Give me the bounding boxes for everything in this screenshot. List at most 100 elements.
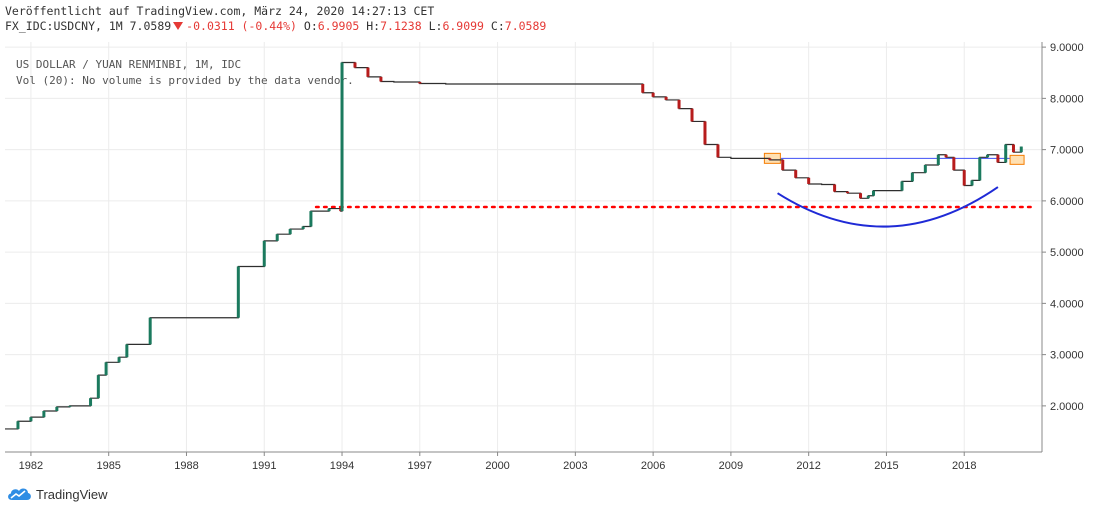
y-tick-label: 6.0000 <box>1050 196 1084 208</box>
up-candle <box>55 406 59 411</box>
y-tick-label: 4.0000 <box>1050 298 1084 310</box>
down-candle <box>859 193 863 199</box>
up-candle <box>275 234 279 241</box>
footer-brand-label: TradingView <box>36 486 108 502</box>
symbol-label: FX_IDC:USDCNY, 1M 7.0589 <box>5 19 172 33</box>
up-candle <box>866 195 870 199</box>
close-label: C: <box>490 19 505 33</box>
x-tick-label: 2018 <box>952 460 976 472</box>
x-tick-label: 1994 <box>330 460 354 472</box>
up-candle <box>29 417 33 422</box>
chart-legend-volume: Vol (20): No volume is provided by the d… <box>16 74 354 87</box>
up-candle <box>89 398 93 406</box>
x-tick-label: 2006 <box>641 460 665 472</box>
down-candle <box>794 170 798 178</box>
up-candle <box>42 411 46 418</box>
x-tick-label: 2012 <box>796 460 820 472</box>
quote-line: FX_IDC:USDCNY, 1M 7.0589 -0.0311 (-0.44%)… <box>5 19 546 34</box>
down-candle <box>651 92 655 97</box>
x-tick-label: 2003 <box>563 460 587 472</box>
up-candle <box>262 240 266 267</box>
price-series <box>5 61 1023 430</box>
time-axis[interactable]: 1982 1985 1988 1991 1994 1997 2000 2003 2006 2009… <box>19 452 977 472</box>
up-candle <box>978 157 982 181</box>
down-candle <box>641 84 645 93</box>
price-chart[interactable]: 2.0000 3.0000 4.0000 5.0000 6.0000 7.0000 8.00… <box>0 0 1100 480</box>
up-candle <box>16 421 20 429</box>
open-value: 6.9905 <box>317 19 360 33</box>
down-candle <box>664 96 668 100</box>
down-candle <box>716 144 720 158</box>
line-handle-right <box>1009 154 1025 165</box>
x-tick-label: 1988 <box>174 460 198 472</box>
up-candle <box>871 190 875 196</box>
up-candle <box>970 180 974 186</box>
down-candle <box>781 159 785 171</box>
y-tick-label: 7.0000 <box>1050 145 1084 157</box>
up-candle <box>288 229 292 235</box>
down-candle <box>677 99 681 109</box>
x-tick-label: 1991 <box>252 460 276 472</box>
up-candle <box>104 362 108 376</box>
up-candle <box>327 208 331 212</box>
down-candle <box>690 108 694 122</box>
down-arrow-icon <box>173 22 184 30</box>
price-axis[interactable]: 2.0000 3.0000 4.0000 5.0000 6.0000 7.0000 8.00… <box>1042 42 1084 413</box>
footer-brand[interactable]: TradingView <box>6 486 108 502</box>
up-candle <box>117 357 121 363</box>
y-tick-label: 5.0000 <box>1050 247 1084 259</box>
up-candle <box>96 375 100 399</box>
y-tick-label: 3.0000 <box>1050 350 1084 362</box>
cup-arc <box>777 186 999 228</box>
up-candle <box>301 226 305 230</box>
x-tick-label: 1982 <box>19 460 43 472</box>
grid <box>5 42 1042 452</box>
down-candle <box>1011 144 1015 153</box>
y-tick-label: 9.0000 <box>1050 42 1084 54</box>
change-value: -0.0311 (-0.44%) <box>186 19 297 33</box>
chart-header: Veröffentlicht auf TradingView.com, März… <box>5 4 546 34</box>
y-tick-label: 2.0000 <box>1050 401 1084 413</box>
up-candle <box>923 165 927 173</box>
down-candle <box>379 76 383 82</box>
low-value: 6.9099 <box>442 19 484 33</box>
up-candle <box>910 172 914 182</box>
down-candle <box>996 154 1000 163</box>
up-candle <box>68 405 72 407</box>
x-tick-label: 1985 <box>96 460 120 472</box>
high-value: 7.1238 <box>380 19 422 33</box>
down-candle <box>418 81 422 84</box>
up-candle <box>340 62 344 212</box>
x-tick-label: 1997 <box>408 460 432 472</box>
up-candle <box>236 266 240 318</box>
published-line: Veröffentlicht auf TradingView.com, März… <box>5 4 435 18</box>
up-candle <box>936 154 940 165</box>
price-line <box>5 61 1022 430</box>
x-tick-label: 2000 <box>485 460 509 472</box>
up-candle <box>125 344 129 358</box>
down-candle <box>952 157 956 171</box>
down-candle <box>807 177 811 184</box>
x-tick-label: 2009 <box>719 460 743 472</box>
low-label: L: <box>428 19 443 33</box>
close-value: 7.0589 <box>504 19 547 33</box>
chart-legend-title: US DOLLAR / YUAN RENMINBI, 1M, IDC <box>16 58 241 71</box>
down-candle <box>703 121 707 145</box>
down-candle <box>768 158 772 160</box>
up-candle <box>900 181 904 191</box>
down-candle <box>366 67 370 77</box>
high-label: H: <box>366 19 381 33</box>
down-candle <box>833 184 837 192</box>
down-candle <box>846 191 850 194</box>
up-candle <box>1004 144 1008 163</box>
down-candle <box>962 170 966 186</box>
drawings[interactable] <box>314 152 1036 228</box>
down-candle <box>944 154 948 158</box>
up-candle <box>1019 146 1023 153</box>
down-candle <box>353 62 357 68</box>
x-tick-label: 2015 <box>874 460 898 472</box>
tradingview-cloud-icon <box>8 488 31 500</box>
up-candle <box>986 154 990 158</box>
open-label: O: <box>303 19 318 33</box>
y-tick-label: 8.0000 <box>1050 93 1084 105</box>
